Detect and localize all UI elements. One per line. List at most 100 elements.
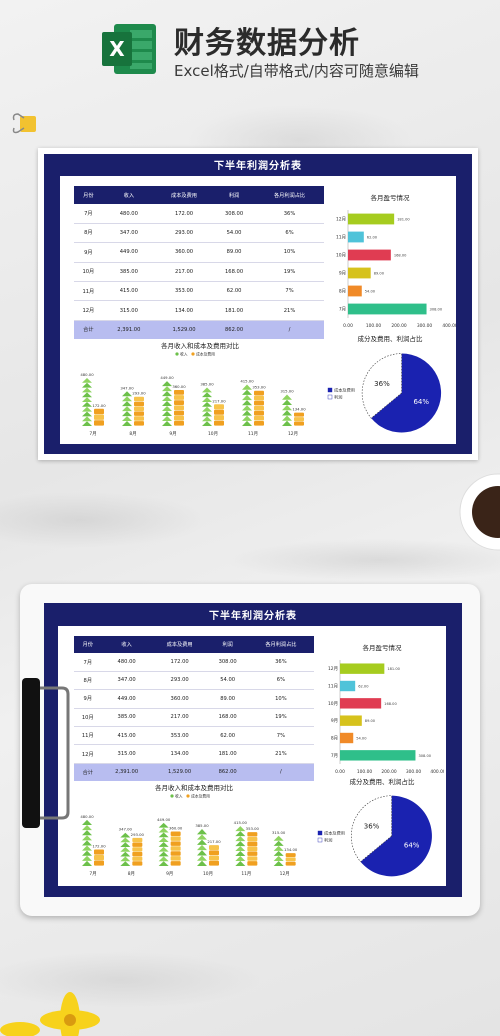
income-bar-segment [242, 384, 252, 390]
table-cell: 353.00 [154, 281, 214, 302]
cost-bar-segment [214, 420, 224, 426]
table-row: 10月 385.00 217.00 168.00 19% [74, 708, 314, 727]
income-bar-segment [122, 406, 132, 412]
bar-value-label: 134.00 [284, 847, 298, 852]
hbar-chart-bottom: 0.00 100.00 200.00 300.00 400.00 12月 181.00 11月… [328, 660, 444, 775]
x-tick-label: 10月 [208, 431, 218, 437]
y-tick-label: 12月 [328, 666, 338, 672]
cost-bar-segment [174, 410, 184, 416]
income-bar-segment [242, 410, 252, 416]
income-bar-segment [120, 856, 131, 862]
cost-bar-segment [254, 390, 264, 396]
bar-value-label: 54.00 [356, 737, 367, 741]
legend-marker [191, 352, 195, 356]
table-cell: 360.00 [154, 242, 214, 263]
legend-marker [327, 394, 333, 400]
hbar-title-bottom: 各月盈亏情况 [362, 644, 402, 652]
x-tick-label: 0.00 [343, 323, 353, 329]
income-bar-segment [202, 387, 212, 393]
hbar-chart-top: 0.00 100.00 200.00 300.00 400.00 12月 181.00 11月… [336, 210, 456, 329]
bar [348, 249, 391, 261]
legend-label: 利润 [334, 394, 342, 401]
income-bar-segment [122, 411, 132, 417]
y-tick-label: 8月 [339, 289, 346, 295]
bar-value-label: 62.00 [367, 236, 378, 240]
income-bar-segment [235, 831, 246, 837]
income-bar-segment [122, 396, 132, 402]
income-bar-segment [197, 860, 207, 866]
bar-value-label: 217.00 [207, 839, 221, 844]
x-tick-label: 300.00 [406, 769, 422, 775]
legend-label: 成本及费用 [334, 387, 355, 394]
cost-bar-segment [170, 836, 181, 841]
bar-value-label: 385.00 [195, 823, 209, 828]
income-bar-segment [158, 846, 169, 852]
income-bar-segment [162, 386, 172, 392]
income-bar-segment [197, 855, 207, 861]
bar [348, 231, 364, 243]
legend-marker [175, 352, 179, 356]
table-cell: 353.00 [151, 726, 208, 746]
clipboard-clip-icon [22, 678, 70, 828]
bar-value-label: 54.00 [365, 290, 376, 294]
bar-value-label: 415.00 [234, 820, 248, 825]
cost-bar-segment [174, 420, 184, 426]
table-cell: 36% [247, 653, 314, 672]
table-cell: 134.00 [151, 744, 208, 764]
excel-logo-icon: X [102, 24, 156, 74]
column-header: 各月利润占比 [247, 636, 314, 654]
income-bar-segment [82, 860, 92, 866]
cost-bar-segment [247, 861, 258, 866]
income-bar-segment [282, 394, 292, 400]
income-bar-segment [282, 410, 292, 416]
cost-bar-segment [254, 400, 264, 406]
income-bar-segment [273, 855, 284, 861]
x-tick-label: 11月 [248, 431, 258, 437]
y-tick-label: 9月 [331, 718, 338, 724]
cost-bar-segment [254, 420, 264, 426]
table-cell: 9月 [74, 689, 102, 709]
cost-bar-segment [214, 409, 224, 415]
income-bar-segment [158, 832, 169, 838]
table-cell: 12月 [74, 300, 103, 321]
cost-bar-segment [174, 390, 184, 395]
page-title: 财务数据分析 [174, 26, 360, 61]
income-bar-segment [235, 846, 246, 852]
x-tick-label: 400.00 [442, 323, 456, 329]
cost-bar-segment [170, 856, 181, 861]
table-row: 8月 347.00 293.00 54.00 6% [74, 223, 324, 244]
bar-value-label: 315.00 [272, 830, 286, 835]
legend-label: 收入 [175, 794, 183, 799]
table-total-cell: 1,529.00 [154, 320, 214, 340]
bar-value-label: 181.00 [397, 218, 410, 222]
x-tick-label: 12月 [280, 871, 290, 877]
table-cell: 54.00 [213, 223, 256, 244]
bar-value-label: 181.00 [387, 667, 400, 671]
x-tick-label: 9月 [169, 431, 176, 437]
income-bar-segment [282, 415, 292, 421]
cost-bar-segment [94, 854, 104, 861]
cost-bar-segment [247, 856, 258, 861]
income-bar-segment [158, 861, 169, 866]
cost-bar-segment [209, 855, 219, 861]
table-cell: 8月 [74, 671, 102, 691]
table-cell: 10月 [74, 262, 103, 282]
income-bar-segment [235, 836, 246, 842]
bar [340, 750, 416, 761]
cost-bar-segment [94, 408, 104, 415]
pie-slice-label: 36% [364, 823, 380, 831]
bar-value-label: 293.00 [132, 391, 146, 396]
income-bar-segment [202, 392, 212, 398]
y-tick-label: 7月 [339, 307, 346, 313]
table-total-cell: 2,391.00 [101, 763, 152, 782]
cost-bar-segment [170, 841, 181, 846]
income-bar-segment [162, 421, 172, 426]
table-cell: 217.00 [154, 262, 214, 282]
income-bar-segment [202, 401, 212, 407]
income-bar-segment [282, 405, 292, 411]
income-bar-segment [273, 850, 284, 856]
income-bar-segment [158, 822, 169, 828]
y-tick-label: 9月 [339, 271, 346, 277]
income-bar-segment [235, 826, 246, 832]
